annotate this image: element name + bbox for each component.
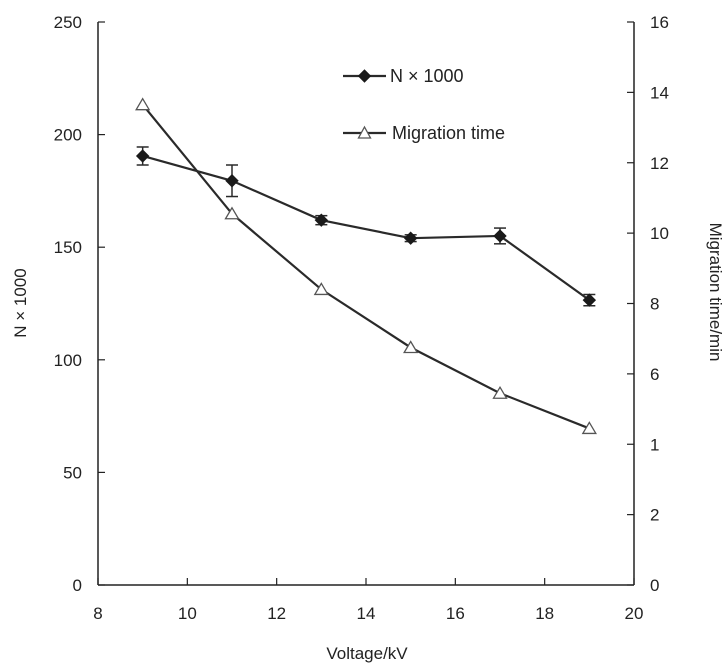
x-tick-label: 12	[267, 604, 286, 623]
y-tick-label: 200	[54, 126, 82, 145]
data-point-n1000	[582, 293, 597, 307]
y2-tick-label: 8	[650, 295, 659, 314]
legend-marker-n1000	[357, 69, 372, 83]
data-point-n1000	[493, 229, 507, 243]
data-point-n1000	[314, 213, 329, 227]
y2-axis-title: Migration time/min	[706, 223, 725, 362]
series-line-migration	[141, 103, 590, 430]
y-axis-title: N × 1000	[11, 268, 30, 337]
y2-tick-label: 16	[650, 13, 669, 32]
x-tick-label: 20	[625, 604, 644, 623]
y2-tick-label: 12	[650, 154, 669, 173]
data-point-migration	[403, 340, 419, 354]
data-point-migration	[581, 421, 597, 435]
legend-label-n1000: N × 1000	[390, 66, 464, 86]
axes	[97, 22, 635, 586]
x-tick-label: 8	[93, 604, 102, 623]
data-point-migration	[224, 206, 240, 220]
series-line-n1000	[142, 154, 590, 302]
x-axis-title: Voltage/kV	[326, 644, 408, 663]
y-tick-label: 100	[54, 351, 82, 370]
series-group	[135, 97, 597, 435]
y2-tick-label: 1	[650, 435, 659, 454]
data-point-migration	[135, 97, 151, 111]
data-point-migration	[313, 282, 329, 296]
y2-tick-label: 2	[650, 506, 659, 525]
data-point-n1000	[225, 174, 239, 188]
ticks	[97, 21, 635, 586]
x-tick-label: 14	[357, 604, 376, 623]
tick-labels: 8 10 12 14 16 18 20050100150200250021681012141…	[54, 13, 669, 623]
legend-marker-migration	[357, 125, 372, 139]
y-tick-label: 250	[54, 13, 82, 32]
legend-label-migration: Migration time	[392, 123, 505, 143]
y2-tick-label: 6	[650, 365, 659, 384]
data-point-migration	[492, 385, 508, 399]
y-tick-label: 150	[54, 238, 82, 257]
legend: N × 1000 Migration time	[343, 66, 505, 143]
x-tick-label: 16	[446, 604, 465, 623]
data-point-n1000	[403, 231, 418, 245]
data-point-n1000	[135, 149, 150, 163]
y2-tick-label: 10	[650, 224, 669, 243]
x-tick-label: 10	[178, 604, 197, 623]
y2-tick-label: 14	[650, 83, 669, 102]
y2-tick-label: 0	[650, 576, 659, 595]
y-tick-label: 0	[73, 576, 82, 595]
y-tick-label: 50	[63, 463, 82, 482]
x-tick-label: 18	[535, 604, 554, 623]
